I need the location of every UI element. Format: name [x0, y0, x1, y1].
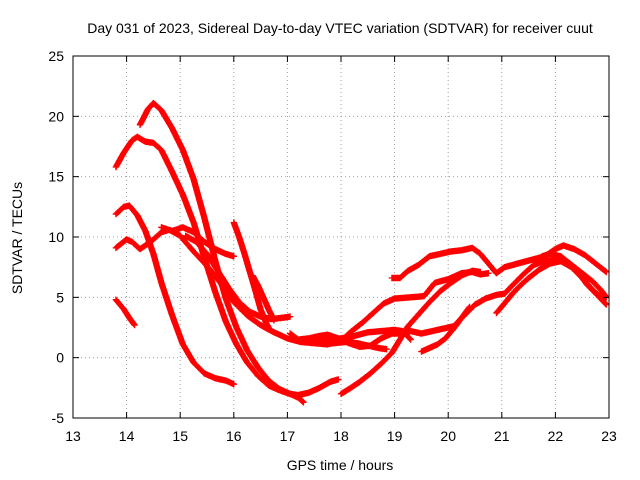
x-tick-label: 17	[280, 428, 296, 444]
x-tick-label: 16	[226, 428, 242, 444]
series-arc-17	[538, 250, 610, 301]
series-markers	[112, 202, 237, 388]
series-arc-5	[158, 224, 237, 260]
series-arc-9	[249, 272, 278, 324]
series-markers	[112, 296, 138, 329]
x-tick-label: 21	[494, 428, 510, 444]
series-arc-14	[388, 242, 610, 282]
y-tick-label: 15	[48, 169, 64, 185]
series-layer	[112, 99, 610, 406]
series-arc-13	[337, 267, 484, 398]
series-arc-15	[418, 303, 473, 355]
x-axis-title: GPS time / hours	[287, 457, 394, 473]
y-tick-label: 0	[56, 350, 64, 366]
y-tick-label: 25	[48, 48, 64, 64]
y-axis-title: SDTVAR / TECUs	[9, 182, 25, 294]
y-tick-label: -5	[52, 410, 65, 426]
y-tick-label: 5	[56, 289, 64, 305]
x-tick-label: 15	[172, 428, 188, 444]
x-tick-label: 19	[387, 428, 403, 444]
x-tick-label: 18	[333, 428, 349, 444]
x-tick-label: 23	[601, 428, 617, 444]
series-markers	[316, 337, 390, 353]
series-markers	[249, 272, 278, 324]
plot-frame	[72, 55, 610, 419]
chart-title: Day 031 of 2023, Sidereal Day-to-day VTE…	[87, 20, 593, 36]
series-markers	[337, 267, 484, 398]
series-arc-3	[112, 202, 237, 388]
x-tick-label: 13	[65, 428, 81, 444]
axes-layer: 13 14 15 16 17 18 19 20 21 22 23 -5 0 5 10 15 20 25	[48, 48, 617, 444]
y-tick-label: 20	[48, 108, 64, 124]
x-tick-label: 14	[119, 428, 135, 444]
series-markers	[112, 226, 492, 348]
series-markers	[538, 250, 610, 301]
series-arc-12	[316, 337, 390, 353]
series-markers	[418, 303, 473, 355]
series-markers	[158, 224, 237, 260]
series-arc-7	[112, 296, 138, 329]
x-tick-label: 20	[440, 428, 456, 444]
y-tick-label: 10	[48, 229, 64, 245]
series-arc-4	[112, 226, 492, 348]
series-markers	[388, 242, 610, 282]
x-tick-label: 22	[548, 428, 564, 444]
